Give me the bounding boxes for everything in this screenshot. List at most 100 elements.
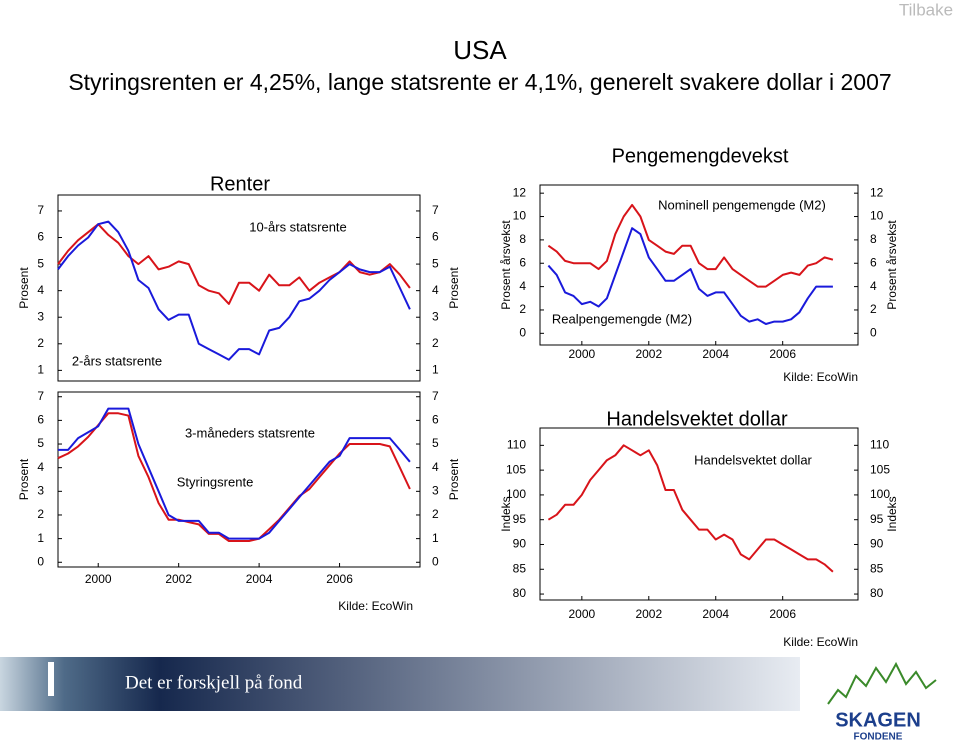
series-label: Styringsrente xyxy=(177,474,254,489)
x-tick-label: 2000 xyxy=(568,347,595,361)
x-tick-label: 2002 xyxy=(635,347,662,361)
y-tick-label: 110 xyxy=(507,438,526,452)
y-axis-label: Prosent xyxy=(17,458,31,500)
y2-tick-label: 8 xyxy=(870,232,877,246)
x-tick-label: 2006 xyxy=(326,572,353,586)
y-tick-label: 1 xyxy=(37,531,44,545)
series-line xyxy=(57,412,411,542)
y-tick-label: 6 xyxy=(37,413,44,427)
y2-tick-label: 6 xyxy=(870,255,877,269)
y-tick-label: 2 xyxy=(37,336,44,350)
series-label: Realpengemengde (M2) xyxy=(552,311,692,326)
x-tick-label: 2000 xyxy=(568,607,595,621)
x-tick-label: 2004 xyxy=(246,572,273,586)
y2-tick-label: 110 xyxy=(870,438,889,452)
chart-title: Handelsvektet dollar xyxy=(606,408,788,430)
x-tick-label: 2004 xyxy=(702,607,729,621)
y2-tick-label: 7 xyxy=(432,203,439,217)
y-tick-label: 8 xyxy=(519,232,526,246)
series-line xyxy=(57,220,411,361)
series-line xyxy=(547,203,834,288)
y2-tick-label: 0 xyxy=(432,554,439,568)
y2-tick-label: 6 xyxy=(432,230,439,244)
y-tick-label: 1 xyxy=(37,363,44,377)
y2-tick-label: 4 xyxy=(870,279,877,293)
y-axis-label: Prosent årsvekst xyxy=(499,220,513,310)
chart-title: Pengemengdevekst xyxy=(612,145,789,167)
series-label: 2-års statsrente xyxy=(72,353,162,368)
plot-frame xyxy=(539,184,859,346)
y2-tick-label: 90 xyxy=(870,537,884,551)
plot-frame xyxy=(539,427,859,601)
y2-tick-label: 4 xyxy=(432,460,439,474)
y-tick-label: 7 xyxy=(37,389,44,403)
y-tick-label: 0 xyxy=(519,325,526,339)
y-tick-label: 2 xyxy=(519,302,526,316)
source-note: Kilde: EcoWin xyxy=(783,370,858,384)
series-line xyxy=(547,227,833,325)
y2-axis-label: Indeks xyxy=(885,496,899,531)
y-tick-label: 100 xyxy=(506,487,526,501)
y2-tick-label: 3 xyxy=(432,483,439,497)
y2-axis-label: Prosent xyxy=(447,458,461,500)
y-tick-label: 105 xyxy=(506,462,526,476)
y-tick-label: 4 xyxy=(37,283,44,297)
logo-name: SKAGEN xyxy=(835,709,921,731)
plot-frame xyxy=(57,194,421,382)
series-line xyxy=(57,223,411,305)
x-tick-label: 2002 xyxy=(165,572,192,586)
y2-tick-label: 1 xyxy=(432,363,439,377)
chart-title: Renter xyxy=(210,173,270,195)
y-tick-label: 0 xyxy=(37,554,44,568)
y-tick-label: 85 xyxy=(513,561,527,575)
y-tick-label: 7 xyxy=(37,203,44,217)
y-tick-label: 90 xyxy=(513,537,527,551)
y-tick-label: 80 xyxy=(513,586,527,600)
series-label: 10-års statsrente xyxy=(249,219,347,234)
page-subtitle: Styringsrenten er 4,25%, lange statsrent… xyxy=(68,69,891,95)
x-tick-label: 2004 xyxy=(702,347,729,361)
y-tick-label: 5 xyxy=(37,256,44,270)
y2-axis-label: Prosent årsvekst xyxy=(885,220,899,310)
y2-tick-label: 1 xyxy=(432,531,439,545)
source-note: Kilde: EcoWin xyxy=(783,635,858,649)
plot-frame xyxy=(57,391,421,568)
y2-tick-label: 2 xyxy=(870,302,877,316)
y-tick-label: 2 xyxy=(37,507,44,521)
y2-tick-label: 4 xyxy=(432,283,439,297)
y-tick-label: 10 xyxy=(513,209,527,223)
y2-tick-label: 12 xyxy=(870,185,884,199)
x-tick-label: 2006 xyxy=(769,347,796,361)
series-line xyxy=(58,407,411,540)
series-line xyxy=(547,444,834,573)
y2-axis-label: Prosent xyxy=(447,267,461,309)
y-tick-label: 12 xyxy=(513,185,527,199)
source-note: Kilde: EcoWin xyxy=(338,599,413,613)
y2-tick-label: 105 xyxy=(870,462,890,476)
y-tick-label: 6 xyxy=(519,255,526,269)
y-tick-label: 6 xyxy=(37,230,44,244)
y2-tick-label: 100 xyxy=(870,487,890,501)
y-tick-label: 95 xyxy=(513,512,527,526)
y2-tick-label: 5 xyxy=(432,256,439,270)
y2-tick-label: 6 xyxy=(432,413,439,427)
y2-tick-label: 0 xyxy=(870,325,877,339)
y2-tick-label: 5 xyxy=(432,436,439,450)
series-label: Handelsvektet dollar xyxy=(694,452,812,467)
x-tick-label: 2002 xyxy=(635,607,662,621)
page-title: USA xyxy=(453,35,507,65)
y-axis-label: Prosent xyxy=(17,267,31,309)
y2-tick-label: 3 xyxy=(432,309,439,323)
y2-tick-label: 85 xyxy=(870,561,884,575)
y-axis-label: Indeks xyxy=(499,496,513,531)
back-button[interactable]: Tilbake xyxy=(899,0,953,19)
y-tick-label: 4 xyxy=(519,279,526,293)
y-tick-label: 5 xyxy=(37,436,44,450)
y-tick-label: 3 xyxy=(37,483,44,497)
y-tick-label: 3 xyxy=(37,309,44,323)
logo-graphic xyxy=(827,661,937,705)
y2-tick-label: 95 xyxy=(870,512,884,526)
y2-tick-label: 2 xyxy=(432,336,439,350)
logo-sub: FONDENE xyxy=(854,732,903,743)
